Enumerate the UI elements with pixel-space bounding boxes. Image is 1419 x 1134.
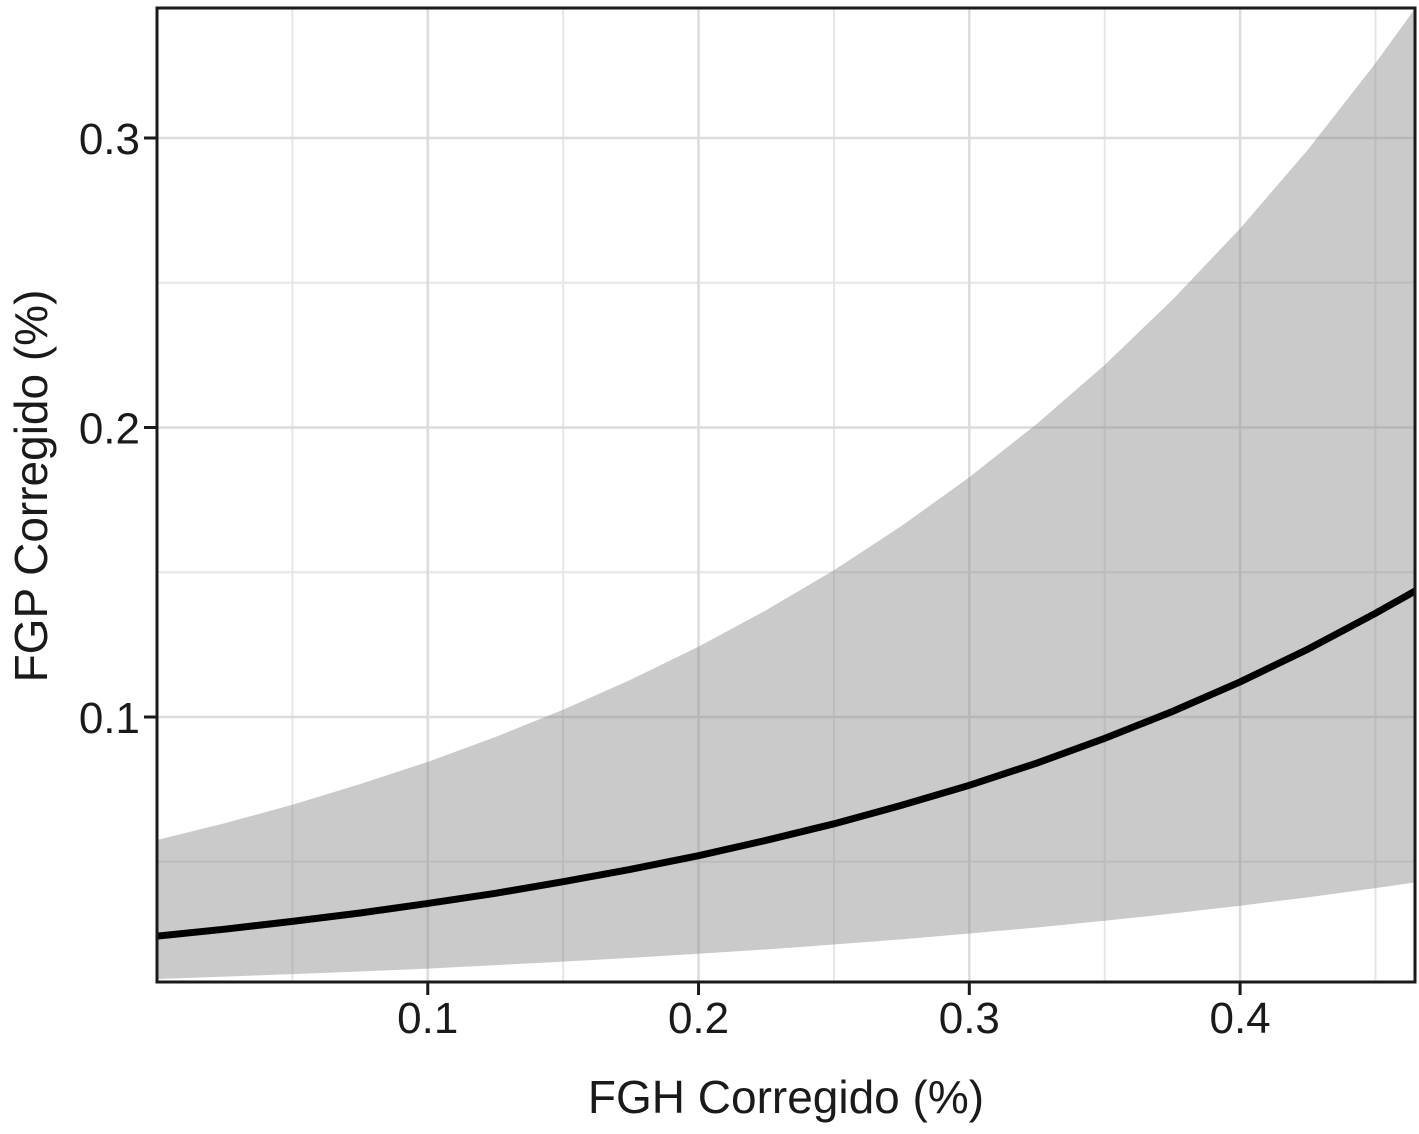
- panel-background: [157, 8, 1415, 982]
- panel-border: [155, 6, 1417, 984]
- x-tick-label: 0.2: [668, 994, 729, 1043]
- x-tick-label: 0.4: [1209, 994, 1270, 1043]
- x-axis-title: FGH Corregido (%): [587, 1071, 985, 1123]
- y-axis-title: FGP Corregido (%): [5, 289, 57, 683]
- x-tick-label: 0.3: [939, 994, 1000, 1043]
- y-tick-label: 0.1: [79, 694, 140, 743]
- y-tick-label: 0.2: [79, 404, 140, 453]
- fitted-line: [157, 587, 1415, 940]
- x-tick-label: 0.1: [397, 994, 458, 1043]
- y-tick-label: 0.3: [79, 115, 140, 164]
